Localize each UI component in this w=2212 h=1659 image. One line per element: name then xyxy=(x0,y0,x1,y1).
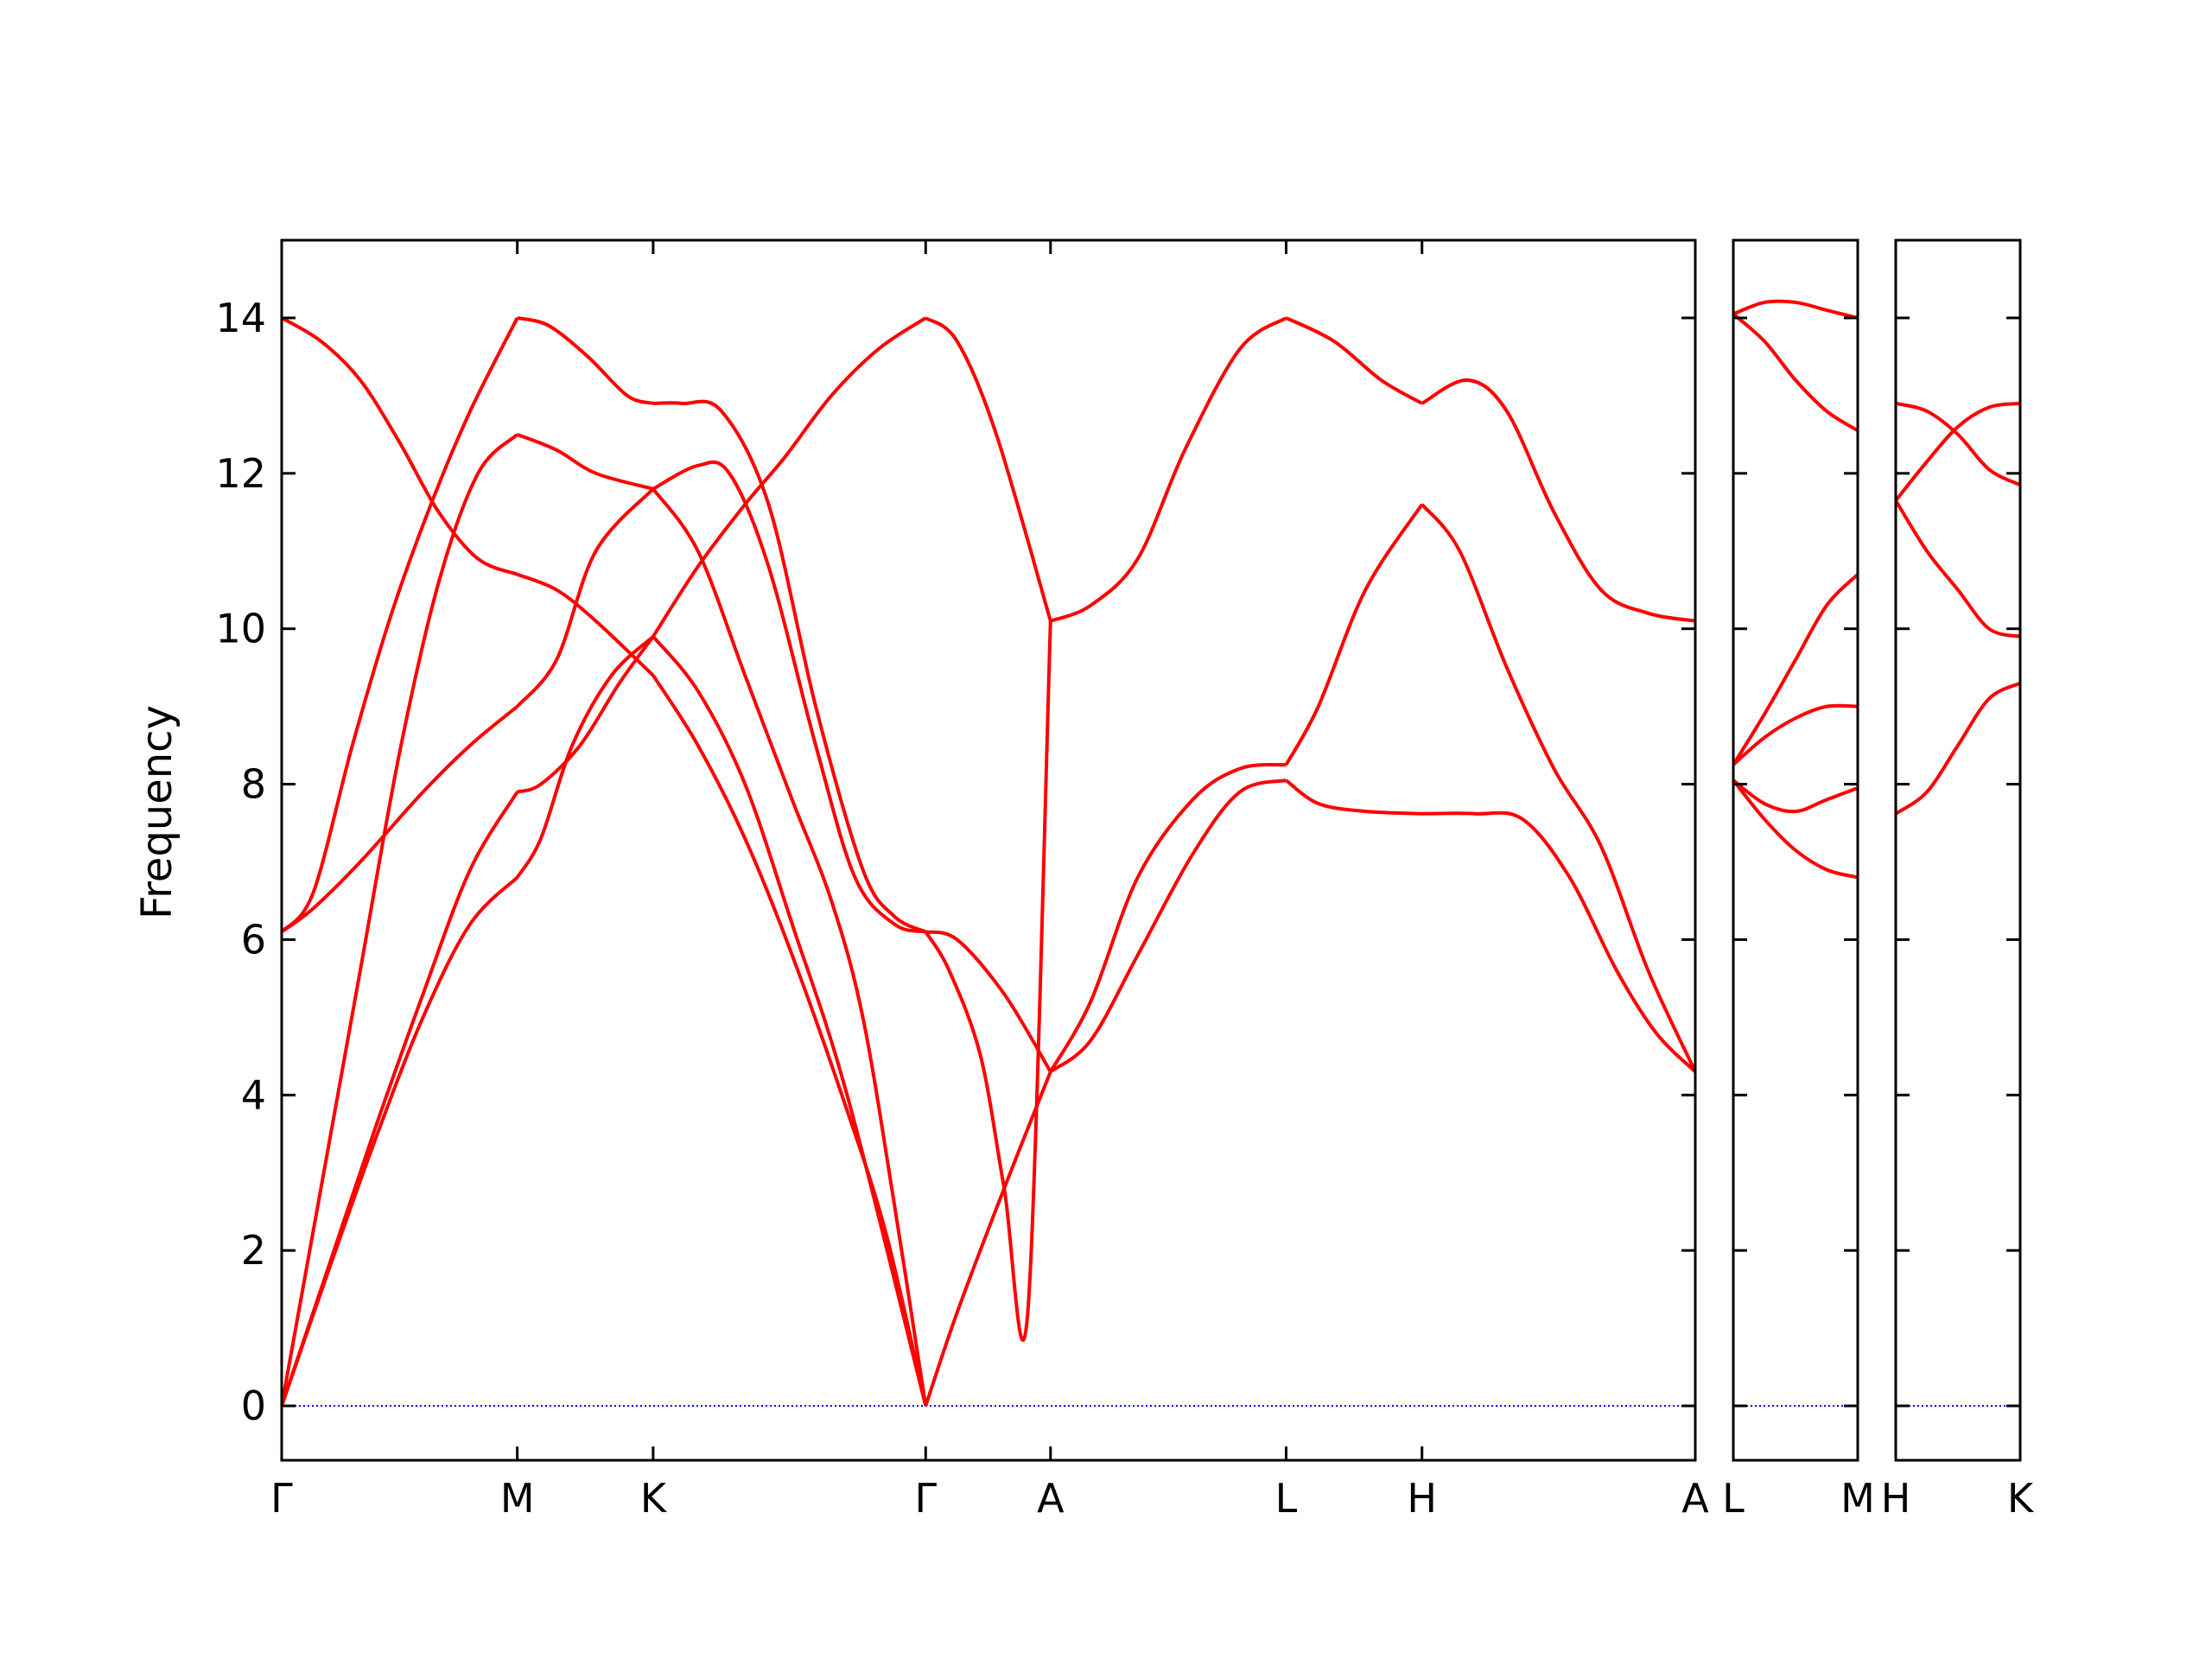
x-tick-label: A xyxy=(1681,1475,1709,1522)
y-tick-label: 12 xyxy=(215,450,266,497)
y-tick-label: 0 xyxy=(241,1382,266,1429)
band-line-2 xyxy=(1733,312,1858,433)
x-tick-label: L xyxy=(1275,1475,1298,1522)
x-tick-label: K xyxy=(640,1475,668,1522)
band-line-3 xyxy=(1733,573,1858,766)
y-tick-label: 8 xyxy=(241,761,266,808)
y-tick-label: 6 xyxy=(241,916,266,963)
band-line-4 xyxy=(282,487,1695,1407)
band-line-5 xyxy=(282,315,1052,1342)
bands-main xyxy=(282,315,1695,1407)
x-tick-label: Γ xyxy=(270,1475,293,1522)
band-line-2 xyxy=(1896,401,2020,502)
bands-H-K xyxy=(1896,401,2020,816)
x-tick-label: H xyxy=(1881,1475,1911,1522)
band-line-5 xyxy=(1733,779,1858,814)
band-line-1 xyxy=(1733,299,1858,320)
band-line-2 xyxy=(282,316,1695,1407)
y-tick-label: 2 xyxy=(241,1227,266,1274)
band-line-4 xyxy=(1733,703,1858,766)
band-line-3 xyxy=(282,432,1695,1407)
y-tick-label: 10 xyxy=(215,606,266,652)
band-line-1 xyxy=(1896,401,2020,487)
band-line-6 xyxy=(1733,779,1858,880)
x-tick-label: M xyxy=(500,1475,535,1522)
bands-L-M xyxy=(1733,299,1858,880)
y-axis-label: Frequency xyxy=(133,705,181,919)
panel-frame xyxy=(1894,238,2022,1462)
x-tick-label: K xyxy=(2007,1475,2035,1522)
panel-frame xyxy=(1732,238,1859,1462)
band-line-3 xyxy=(1896,499,2020,639)
x-tick-label: H xyxy=(1407,1475,1437,1522)
band-line-6 xyxy=(282,316,928,1407)
x-tick-label: M xyxy=(1840,1475,1875,1522)
panel-main: Γ M K Γ A L H A 0 2 4 6 8 10 12 14 xyxy=(215,238,1709,1522)
x-tick-label: L xyxy=(1722,1475,1745,1522)
x-tick-label: A xyxy=(1037,1475,1065,1522)
x-tick-label: Γ xyxy=(914,1475,937,1522)
band-line-4 xyxy=(1896,681,2020,816)
y-tick-label: 4 xyxy=(241,1071,266,1118)
y-tick-label: 14 xyxy=(215,295,266,341)
panel-frame xyxy=(280,238,1697,1462)
